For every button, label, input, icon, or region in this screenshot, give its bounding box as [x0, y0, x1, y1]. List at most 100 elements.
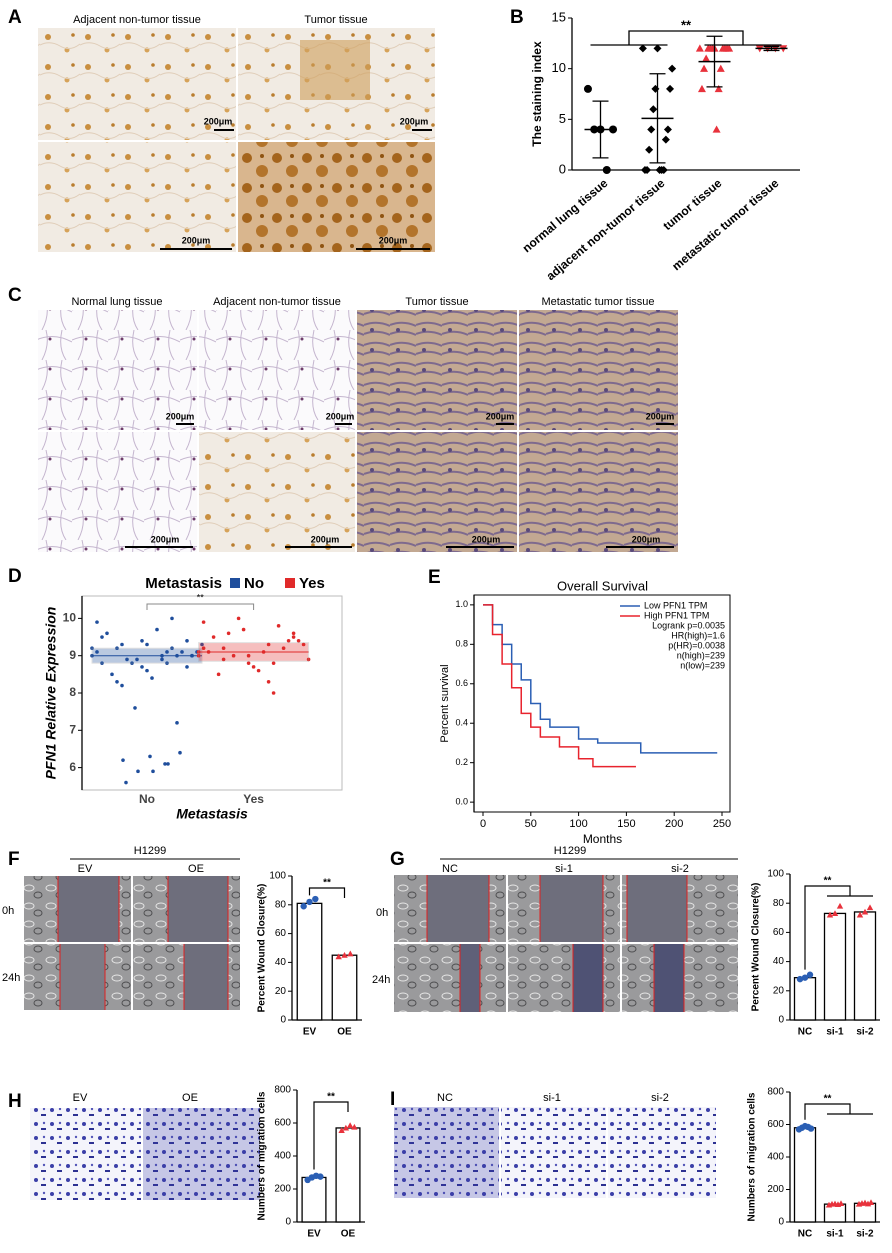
bar	[301, 1176, 327, 1223]
y-tick-label: 400	[274, 1151, 291, 1162]
point	[140, 638, 144, 643]
bar	[793, 977, 817, 1021]
x-tick-label: 150	[617, 818, 635, 830]
legend-swatch	[285, 578, 295, 588]
y-tick-label: 0.8	[455, 639, 468, 649]
point	[291, 631, 296, 636]
panel-letter: H	[8, 1091, 22, 1112]
point	[867, 1199, 875, 1206]
point	[796, 975, 804, 983]
point	[702, 54, 711, 62]
point	[276, 624, 281, 628]
legend-label: High PFN1 TPM	[644, 610, 709, 620]
x-tick-label: si-1	[826, 1027, 844, 1038]
group-label: NC	[437, 1092, 453, 1104]
x-tick-label: NC	[798, 1229, 812, 1240]
point	[180, 650, 184, 654]
error-bar	[763, 45, 780, 52]
point	[312, 895, 319, 903]
column-label: Adjacent non-tumor tissue	[213, 296, 341, 308]
y-tick-label: 60	[773, 927, 785, 938]
y-tick-label: 40	[275, 957, 287, 968]
panel-letter: I	[390, 1089, 395, 1110]
point	[130, 661, 134, 665]
y-tick-label: 0	[778, 1217, 784, 1228]
y-tick-label: 20	[275, 986, 287, 997]
group-label: si-2	[671, 863, 689, 875]
survival-curve	[483, 604, 636, 768]
scale-label: 200μm	[379, 235, 408, 245]
point	[831, 910, 839, 916]
point	[342, 1124, 350, 1131]
time-label: 24h	[372, 974, 390, 986]
point	[301, 642, 306, 647]
y-tick-label: 1.0	[455, 599, 468, 609]
point	[211, 635, 216, 639]
point	[317, 1173, 324, 1180]
scale-label: 200μm	[182, 235, 211, 245]
significance-bracket	[804, 1103, 873, 1120]
point	[160, 657, 164, 662]
panel-letter: C	[8, 285, 22, 306]
legend-stat: HR(high)=1.6	[671, 630, 725, 640]
point	[306, 657, 311, 662]
x-tick-label: Yes	[243, 792, 264, 806]
y-axis-label: Numbers of migration cells	[747, 1092, 758, 1221]
y-tick-label: 0.2	[455, 757, 468, 767]
scale-label: 200μm	[151, 534, 180, 544]
point	[145, 668, 149, 673]
error-bar	[649, 73, 666, 164]
y-axis-label: The staining index	[530, 41, 544, 147]
point	[135, 657, 139, 662]
legend-swatch	[230, 578, 240, 588]
y-tick-label: 0	[778, 1015, 784, 1026]
point	[148, 754, 152, 759]
y-tick-label: 40	[773, 956, 785, 967]
panel-letter: B	[510, 7, 524, 28]
point	[341, 952, 348, 958]
y-axis-label: Percent survival	[439, 664, 451, 742]
y-tick-label: 200	[274, 1184, 291, 1195]
y-tick-label: 800	[767, 1087, 784, 1098]
point	[286, 638, 291, 643]
x-tick-label: 100	[569, 818, 587, 830]
point	[271, 691, 276, 695]
column-label: Adjacent non-tumor tissue	[73, 14, 201, 26]
point	[246, 653, 251, 658]
legend-label: No	[244, 575, 264, 592]
point	[155, 627, 159, 632]
time-label: 0h	[2, 905, 14, 917]
point	[861, 908, 869, 915]
point	[165, 661, 169, 665]
scale-label: 200μm	[632, 534, 661, 544]
bar	[296, 902, 323, 1021]
x-tick-label: si-2	[856, 1229, 874, 1240]
y-axis-label: PFN1 Relative Expression	[43, 607, 59, 780]
point	[221, 646, 226, 651]
point	[178, 750, 182, 755]
x-tick-label: 50	[525, 818, 537, 830]
point	[170, 616, 174, 621]
transwell-images	[394, 1107, 716, 1198]
point	[201, 620, 206, 624]
point	[125, 657, 129, 662]
point	[266, 642, 271, 647]
point	[807, 1125, 815, 1132]
wound-images	[24, 876, 240, 1010]
scale-label: 200μm	[311, 534, 340, 544]
point	[100, 661, 104, 665]
point	[653, 44, 662, 53]
panel-letter: D	[8, 566, 22, 587]
point	[251, 665, 256, 669]
point	[347, 950, 354, 957]
point	[700, 64, 709, 72]
significance-bracket	[146, 603, 255, 610]
group-label: EV	[73, 1092, 88, 1104]
point	[120, 683, 124, 688]
point	[300, 903, 307, 910]
point	[335, 953, 342, 960]
y-tick-label: 200	[767, 1184, 784, 1195]
point	[866, 904, 874, 911]
point	[133, 706, 137, 710]
